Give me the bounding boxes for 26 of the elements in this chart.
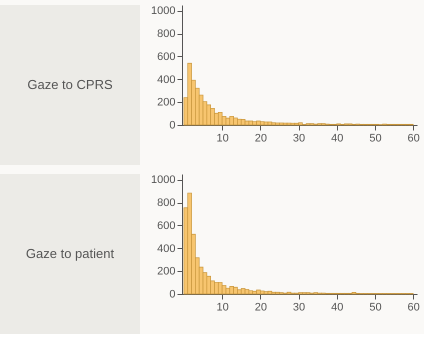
y-tick-label: 0 — [169, 288, 176, 300]
x-tick-label: 60 — [408, 132, 420, 144]
y-tick-label: 400 — [157, 74, 176, 86]
x-tick-label: 50 — [369, 302, 382, 314]
y-tick-label: 1000 — [151, 174, 176, 186]
x-tick-label: 20 — [254, 302, 267, 314]
x-tick-label: 40 — [331, 302, 344, 314]
y-tick-label: 600 — [157, 220, 176, 232]
y-tick-label: 200 — [157, 266, 176, 278]
y-tick-label: 600 — [157, 50, 176, 63]
y-tick-label: 1000 — [151, 5, 176, 18]
x-tick-label: 20 — [254, 132, 267, 144]
x-tick-label: 40 — [331, 132, 344, 144]
x-tick-label: 10 — [216, 302, 229, 314]
text: Gaze to CPRS — [27, 77, 113, 92]
x-tick-label: 30 — [292, 302, 306, 314]
text: Gaze to patient — [26, 246, 114, 261]
x-tick-label: 30 — [292, 132, 306, 144]
y-tick-label: 800 — [157, 197, 176, 210]
y-tick-label: 400 — [157, 242, 176, 255]
y-tick-label: 800 — [157, 28, 176, 40]
x-tick-label: 50 — [369, 132, 382, 144]
y-tick-label: 200 — [157, 96, 176, 109]
x-tick-label: 10 — [216, 132, 229, 144]
y-tick-label: 0 — [169, 120, 176, 132]
x-tick-label: 60 — [408, 302, 420, 314]
